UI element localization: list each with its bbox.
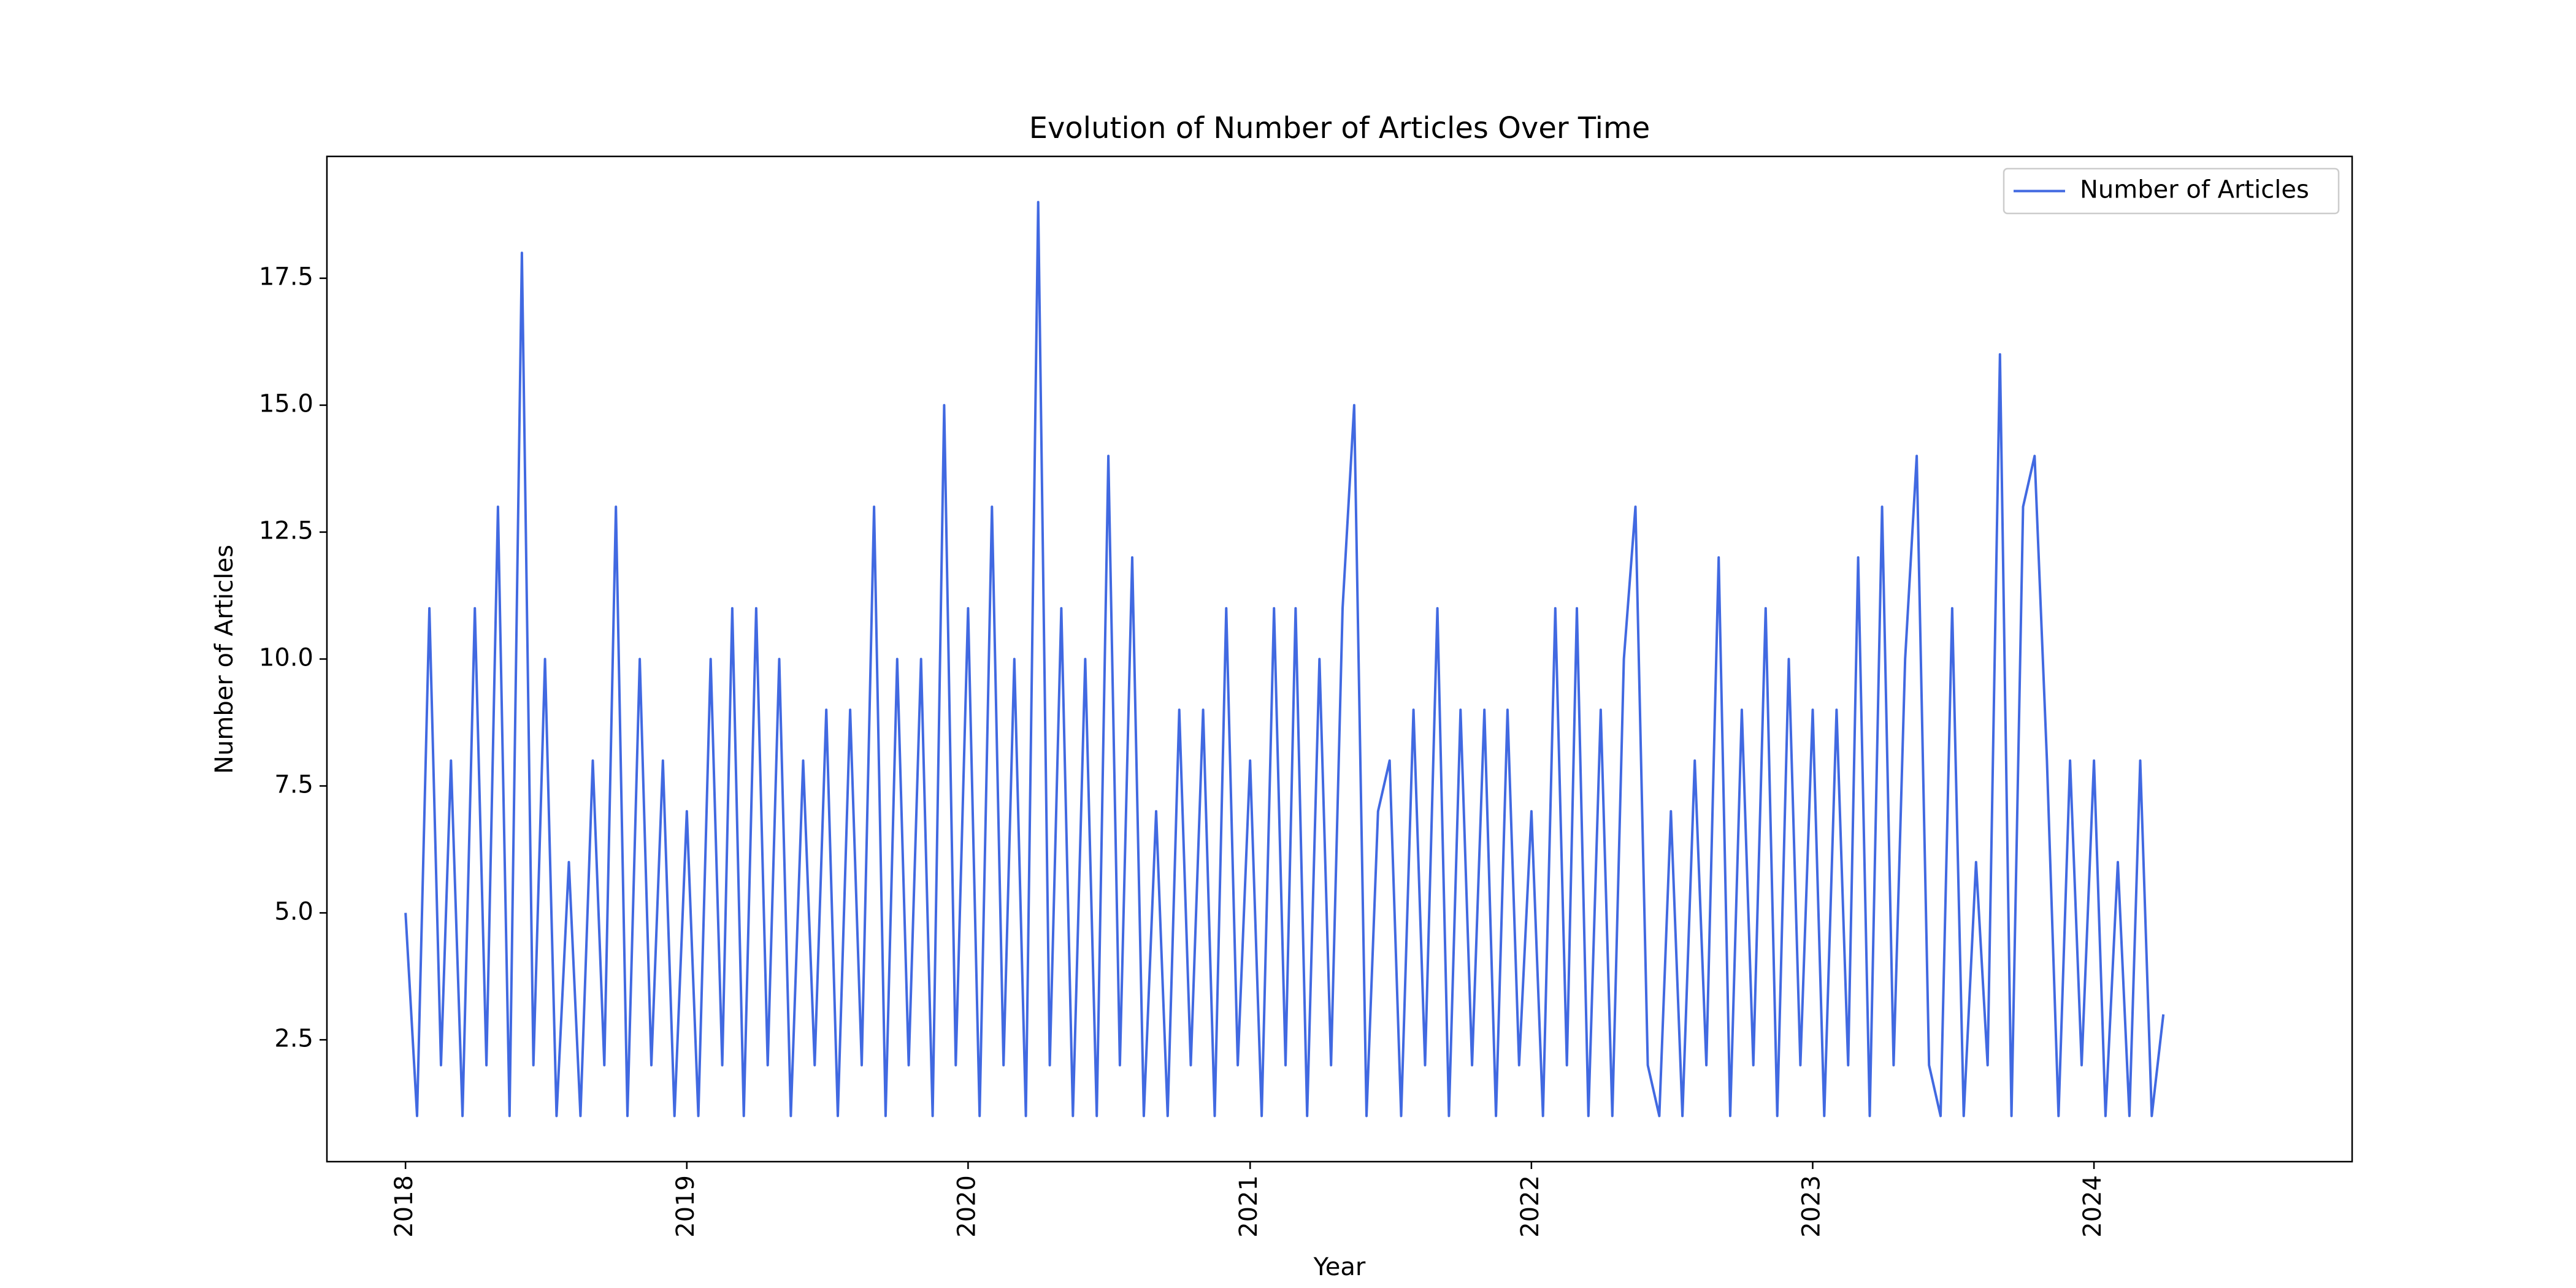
y-tick-label: 5.0 <box>274 897 313 926</box>
chart-title: Evolution of Number of Articles Over Tim… <box>1029 111 1650 145</box>
x-tick-label: 2021 <box>1235 1175 1263 1238</box>
y-tick-label: 7.5 <box>274 770 313 799</box>
y-tick-label: 12.5 <box>259 517 313 545</box>
data-line <box>404 201 2165 1117</box>
x-tick-label: 2018 <box>390 1175 418 1238</box>
y-axis-label: Number of Articles <box>210 545 239 774</box>
y-tick-label: 17.5 <box>259 263 313 291</box>
x-axis-label: Year <box>1313 1253 1366 1281</box>
x-tick-label: 2023 <box>1797 1175 1825 1238</box>
legend-label: Number of Articles <box>2080 176 2309 204</box>
y-tick-label: 10.0 <box>259 644 313 672</box>
x-tick-label: 2020 <box>953 1175 981 1238</box>
x-tick-label: 2022 <box>1516 1175 1544 1238</box>
y-tick-label: 2.5 <box>274 1024 313 1052</box>
y-tick-label: 15.0 <box>259 390 313 418</box>
x-tick-label: 2024 <box>2079 1175 2107 1238</box>
legend-box <box>2003 167 2340 215</box>
plot-frame <box>326 155 2353 1163</box>
x-tick-label: 2019 <box>672 1175 700 1238</box>
